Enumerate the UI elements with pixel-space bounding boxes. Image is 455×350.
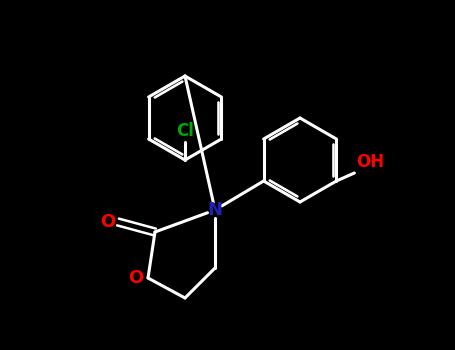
Text: Cl: Cl xyxy=(176,122,194,140)
Text: OH: OH xyxy=(356,153,384,171)
Text: O: O xyxy=(128,269,144,287)
Text: O: O xyxy=(101,213,116,231)
Text: N: N xyxy=(207,201,222,219)
